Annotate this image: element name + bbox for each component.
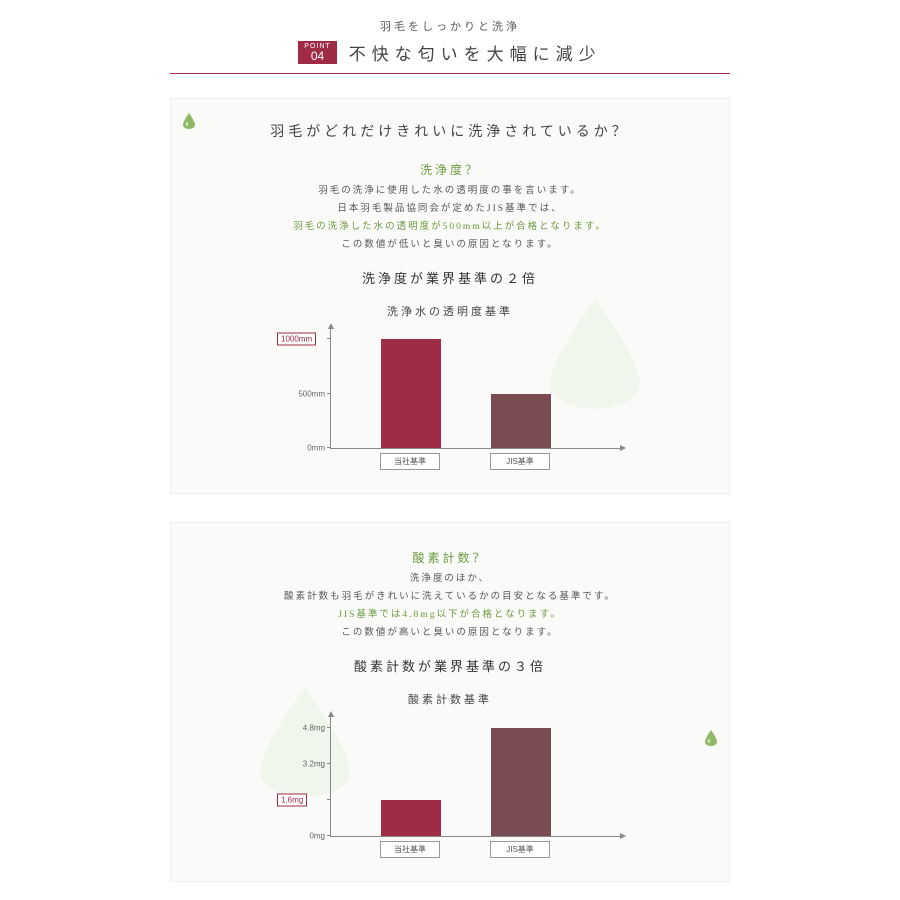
- bar: [381, 800, 441, 836]
- panel1-title: 羽毛がどれだけきれいに洗浄されているか？: [201, 121, 699, 141]
- desc-line: 洗浄度のほか、: [410, 574, 490, 584]
- chart2-wrap: 0mg1.6mg3.2mg4.8mg 当社基準JIS基準: [280, 717, 620, 861]
- panel1-desc: 羽毛の洗浄に使用した水の透明度の事を言います。 日本羽毛製品協同会が定めたJIS…: [201, 182, 699, 254]
- panel2-bold-line: 酸素計数が業界基準の３倍: [201, 656, 699, 675]
- chart1-area: 0mm500mm1000mm: [330, 329, 620, 449]
- panel2-desc: 洗浄度のほか、 酸素計数も羽毛がきれいに洗えているかの目安となる基準です。 JI…: [201, 570, 699, 642]
- page-header: 羽毛をしっかりと洗浄 POINT 04 不快な匂いを大幅に減少: [0, 0, 900, 74]
- header-main-row: POINT 04 不快な匂いを大幅に減少: [170, 40, 730, 74]
- bar-label: 当社基準: [380, 841, 440, 858]
- panel1-bold-line: 洗浄度が業界基準の２倍: [201, 268, 699, 287]
- ytick-label: 4.8mg: [281, 723, 325, 732]
- desc-line: 日本羽毛製品協同会が定めたJIS基準では、: [337, 204, 562, 214]
- bar-label: 当社基準: [380, 453, 440, 470]
- ytick-label: 0mm: [281, 444, 325, 453]
- panel1-subtitle: 洗浄度？: [201, 161, 699, 178]
- ytick-label: 1000mm: [277, 333, 316, 346]
- bar-label: JIS基準: [490, 841, 550, 858]
- chart1-wrap: 0mm500mm1000mm 当社基準JIS基準: [280, 329, 620, 473]
- chart1-labels: 当社基準 JIS基準: [330, 453, 620, 473]
- panel-cleanliness: 羽毛がどれだけきれいに洗浄されているか？ 洗浄度？ 羽毛の洗浄に使用した水の透明…: [170, 98, 730, 494]
- desc-line-green: JIS基準では4.8mg以下が合格となります。: [338, 610, 561, 620]
- desc-line: 酸素計数も羽毛がきれいに洗えているかの目安となる基準です。: [284, 592, 616, 602]
- droplet-icon: [705, 730, 717, 751]
- chart2-area: 0mg1.6mg3.2mg4.8mg: [330, 717, 620, 837]
- desc-line-green: 羽毛の洗浄した水の透明度が500mm以上が合格となります。: [293, 222, 607, 232]
- panel2-subtitle: 酸素計数？: [201, 549, 699, 566]
- ytick-label: 500mm: [281, 389, 325, 398]
- point-badge: POINT 04: [298, 41, 336, 65]
- desc-line: この数値が低いと臭いの原因となります。: [341, 240, 558, 250]
- bar: [381, 339, 441, 448]
- ytick-label: 0mg: [281, 832, 325, 841]
- desc-line: 羽毛の洗浄に使用した水の透明度の事を言います。: [318, 186, 582, 196]
- bar: [491, 728, 551, 837]
- point-number: 04: [304, 50, 330, 63]
- bar-label: JIS基準: [490, 453, 550, 470]
- desc-line: この数値が高いと臭いの原因となります。: [341, 628, 558, 638]
- bar: [491, 394, 551, 449]
- chart2-labels: 当社基準 JIS基準: [330, 841, 620, 861]
- header-title: 不快な匂いを大幅に減少: [349, 40, 602, 65]
- header-subtitle: 羽毛をしっかりと洗浄: [0, 18, 900, 34]
- droplet-icon: [183, 113, 195, 134]
- ytick-label: 3.2mg: [281, 759, 325, 768]
- ytick-label: 1.6mg: [277, 794, 307, 807]
- panel-oxygen: 酸素計数？ 洗浄度のほか、 酸素計数も羽毛がきれいに洗えているかの目安となる基準…: [170, 522, 730, 882]
